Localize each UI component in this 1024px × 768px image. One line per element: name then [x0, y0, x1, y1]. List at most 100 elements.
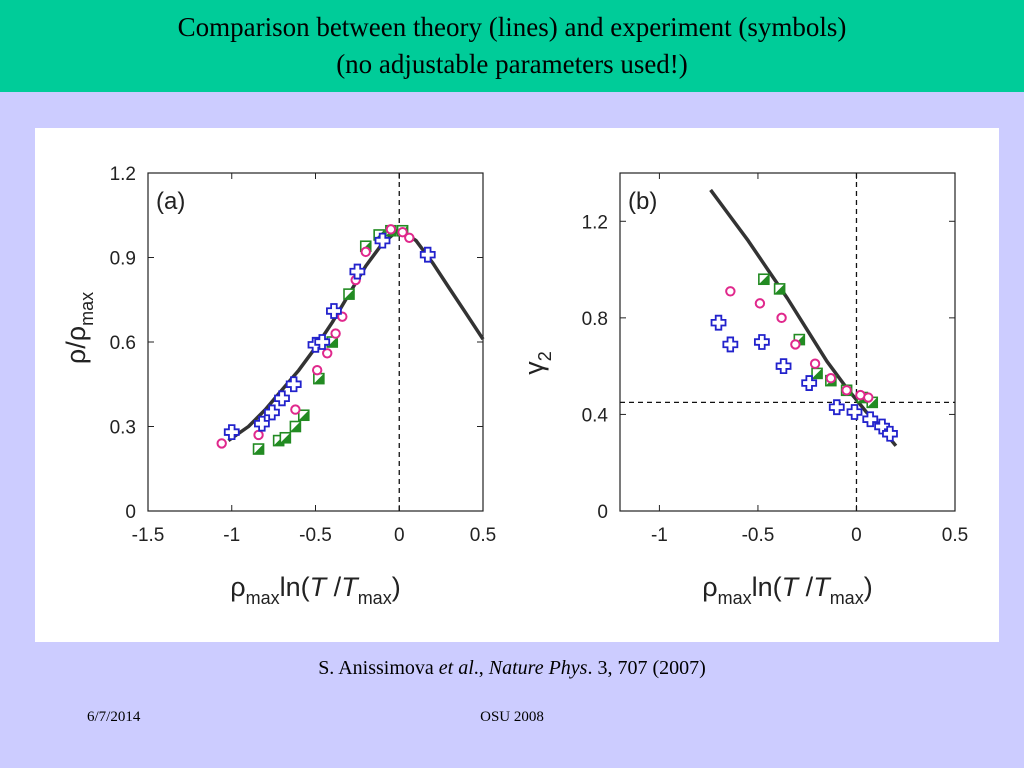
blue-plus-point — [374, 232, 391, 249]
x-axis-label-part: max — [358, 588, 392, 608]
y-tick-label: 1.2 — [582, 212, 608, 233]
title-bar: Comparison between theory (lines) and ex… — [0, 0, 1024, 92]
blue-plus-point — [419, 246, 436, 263]
figure-svg: -1.5 -1 -0.5 0 0.500.30.60.91.2(a)ρmaxln(T /… — [61, 164, 968, 608]
blue-plus-point — [314, 334, 331, 350]
green-square-fill — [774, 283, 785, 294]
x-axis-label-part: ln( — [280, 572, 310, 602]
x-tick-label: -0.5 — [742, 525, 775, 546]
green-square-fill — [298, 410, 309, 421]
y-axis-label-part: ρ/ρ — [61, 326, 91, 364]
blue-plus-point — [285, 376, 302, 393]
chart-a: -1.5 -1 -0.5 0 0.500.30.60.91.2(a)ρmaxln(T /… — [61, 164, 496, 608]
x-tick-label: -1.5 — [132, 525, 165, 546]
green-square-fill — [812, 368, 823, 379]
citation-journal: Nature Phys — [488, 657, 588, 679]
blue-plus-point — [882, 425, 898, 442]
plot-frame — [619, 172, 956, 512]
x-axis-label-part: ln( — [752, 572, 782, 602]
y-axis-label-part: 2 — [535, 351, 555, 361]
citation-etal: et al — [438, 657, 474, 679]
y-tick-label: 1.2 — [110, 164, 136, 185]
y-tick-label: 0.8 — [582, 309, 608, 330]
green-square-point — [313, 372, 325, 385]
magenta-circle-point — [776, 312, 787, 324]
green-square-point — [279, 431, 292, 444]
x-tick-label: 0.5 — [942, 525, 968, 546]
green-square-fill — [290, 421, 301, 432]
blue-plus-point — [223, 424, 240, 441]
magenta-circle-point — [253, 429, 264, 441]
x-axis-label-part: ρ — [230, 572, 245, 602]
green-square-fill — [758, 274, 769, 285]
blue-plus-point — [801, 375, 818, 391]
magenta-circle-point — [397, 226, 408, 238]
y-axis-label-part: max — [77, 292, 97, 326]
green-square-fill — [344, 289, 354, 300]
y-tick-label: 0 — [597, 502, 608, 523]
blue-plus-point — [274, 390, 290, 407]
x-axis-label-part: max — [830, 588, 864, 608]
x-axis-label: ρmaxln(T /Tmax) — [230, 572, 400, 608]
green-square-fill — [794, 334, 805, 345]
magenta-circle-point — [290, 404, 301, 415]
magenta-circle-point — [330, 328, 341, 339]
figure-panel: -1.5 -1 -0.5 0 0.5 0 0.3 0.6 0.9 1.2 (a) ρmaxln(T /… — [35, 128, 999, 642]
x-axis-label-part: T — [310, 572, 329, 602]
magenta-circle-point — [311, 364, 323, 376]
x-tick-label: -1 — [223, 525, 240, 546]
blue-plus-point — [846, 404, 863, 420]
blue-plus-point — [349, 263, 366, 280]
green-square-fill — [313, 373, 324, 384]
magenta-circle-point — [404, 232, 415, 243]
x-axis-label: ρmaxln(T /Tmax) — [702, 572, 872, 608]
green-square-point — [343, 288, 355, 300]
x-axis-label-part: ρ — [702, 572, 717, 602]
x-axis-label-part: T — [782, 572, 801, 602]
x-tick-label: 0 — [851, 525, 862, 546]
magenta-circle-point — [841, 385, 852, 396]
green-square-point — [289, 420, 302, 433]
blue-plus-point — [264, 404, 280, 421]
slide-title-line-1: Comparison between theory (lines) and ex… — [177, 12, 847, 42]
blue-plus-point — [862, 411, 879, 428]
green-square-point — [773, 283, 786, 295]
y-tick-label: 0.4 — [582, 405, 609, 426]
magenta-circle-point — [754, 298, 766, 309]
blue-plus-point — [710, 314, 727, 331]
green-square-fill — [280, 432, 291, 443]
y-tick-label: 0.3 — [110, 418, 136, 439]
y-axis-label-part: γ — [519, 361, 549, 375]
x-tick-label: -1 — [651, 525, 668, 546]
magenta-circle-point — [216, 438, 227, 449]
green-square-point — [252, 443, 265, 455]
magenta-circle-point — [863, 392, 874, 403]
blue-plus-point — [326, 303, 342, 319]
slide-title-line-2: (no adjustable parameters used!) — [336, 49, 688, 79]
blue-plus-point — [775, 358, 792, 375]
y-axis-label: ρ/ρmax — [61, 292, 97, 364]
x-axis-label-part: T — [813, 572, 832, 602]
magenta-circle-point — [385, 224, 397, 235]
citation-sep: ., — [473, 657, 489, 679]
citation: S. Anissimova et al., Nature Phys. 3, 70… — [0, 657, 1024, 680]
panel-label: (b) — [628, 188, 657, 215]
x-tick-label: -0.5 — [299, 525, 332, 546]
y-tick-label: 0.6 — [110, 333, 136, 354]
footer-date: 6/7/2014 — [87, 709, 141, 725]
x-axis-label-part: / — [798, 572, 814, 602]
chart-b: -1 -0.5 0 0.500.40.81.2(b)ρmaxln(T /Tmax)γ2 — [519, 172, 968, 608]
blue-plus-point — [722, 336, 739, 353]
y-tick-label: 0.9 — [110, 249, 136, 270]
blue-plus-point — [254, 415, 270, 432]
panel-label: (a) — [156, 188, 185, 215]
magenta-circle-point — [825, 373, 837, 384]
x-axis-label-part: / — [326, 572, 342, 602]
footer-center: OSU 2008 — [480, 709, 544, 725]
blue-plus-point — [753, 334, 770, 350]
magenta-circle-point — [809, 358, 821, 369]
magenta-circle-point — [790, 339, 801, 350]
x-tick-label: 0.5 — [470, 525, 496, 546]
magenta-circle-point — [322, 348, 333, 359]
citation-rest: . 3, 707 (2007) — [587, 657, 706, 679]
